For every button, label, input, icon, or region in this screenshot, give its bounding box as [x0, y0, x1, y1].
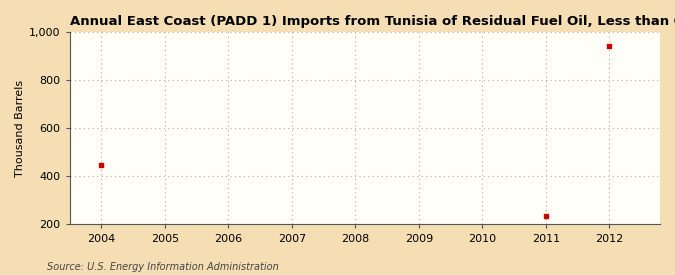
- Point: [96, 162, 107, 167]
- Y-axis label: Thousand Barrels: Thousand Barrels: [15, 80, 25, 177]
- Point: [541, 213, 551, 218]
- Text: Source: U.S. Energy Information Administration: Source: U.S. Energy Information Administ…: [47, 262, 279, 272]
- Text: Annual East Coast (PADD 1) Imports from Tunisia of Residual Fuel Oil, Less than : Annual East Coast (PADD 1) Imports from …: [70, 15, 675, 28]
- Point: [604, 44, 615, 49]
